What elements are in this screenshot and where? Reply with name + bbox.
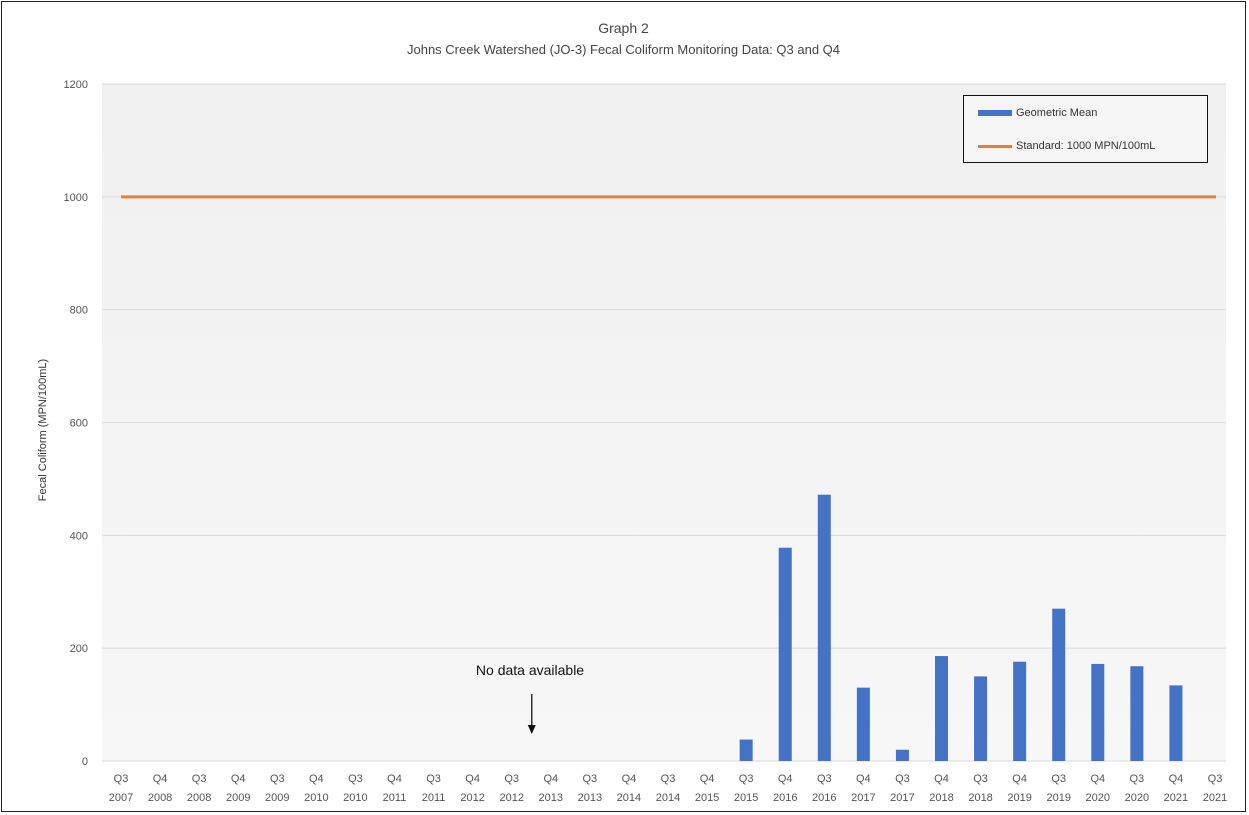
x-tick-label-year: 2021 — [1164, 792, 1188, 804]
x-tick-label-quarter: Q3 — [426, 773, 441, 785]
x-tick-label-quarter: Q3 — [1051, 773, 1066, 785]
x-tick-label-year: 2017 — [890, 792, 914, 804]
x-tick-label-year: 2014 — [656, 792, 680, 804]
bar — [1091, 663, 1105, 761]
x-tick-label-year: 2009 — [226, 792, 250, 804]
bars — [739, 494, 1183, 761]
x-tick-label-quarter: Q4 — [231, 773, 246, 785]
x-tick-label-year: 2009 — [265, 792, 289, 804]
y-axis-ticks: 0 200 400 600 800 1000 1200 — [64, 79, 88, 768]
no-data-annotation: No data available — [475, 662, 585, 678]
x-tick-label-quarter: Q3 — [1130, 773, 1145, 785]
y-tick-label: 1200 — [64, 79, 88, 91]
y-tick-label: 800 — [70, 305, 88, 317]
bar — [817, 494, 831, 761]
x-tick-label-quarter: Q4 — [153, 773, 168, 785]
x-tick-label-quarter: Q4 — [856, 773, 871, 785]
y-tick-label: 400 — [70, 530, 88, 542]
x-tick-label-year: 2016 — [773, 792, 797, 804]
x-tick-label-year: 2013 — [578, 792, 602, 804]
legend-label-geometric-mean: Geometric Mean — [1016, 107, 1098, 119]
x-tick-label-year: 2010 — [304, 792, 328, 804]
x-tick-label-year: 2015 — [695, 792, 719, 804]
y-tick-label: 200 — [70, 643, 88, 655]
x-tick-label-quarter: Q4 — [1090, 773, 1105, 785]
legend-item-standard: Standard: 1000 MPN/100mL — [978, 140, 1155, 152]
x-tick-label-year: 2011 — [383, 792, 407, 804]
annotation-arrow-head — [527, 725, 536, 734]
bar — [739, 739, 753, 761]
x-tick-label-year: 2015 — [734, 792, 758, 804]
x-tick-label-quarter: Q3 — [192, 773, 207, 785]
x-tick-label-quarter: Q4 — [309, 773, 324, 785]
y-tick-label: 0 — [82, 756, 88, 768]
x-tick-label-quarter: Q4 — [1012, 773, 1027, 785]
x-tick-label-year: 2008 — [148, 792, 172, 804]
x-tick-label-year: 2018 — [968, 792, 992, 804]
x-tick-label-quarter: Q4 — [934, 773, 949, 785]
bar — [856, 687, 870, 761]
legend-item-geometric-mean: Geometric Mean — [978, 107, 1097, 119]
x-tick-label-year: 2019 — [1046, 792, 1070, 804]
x-tick-label-year: 2014 — [617, 792, 641, 804]
bar — [935, 656, 948, 761]
x-tick-label-quarter: Q3 — [504, 773, 519, 785]
x-tick-label-year: 2010 — [343, 792, 367, 804]
x-tick-label-quarter: Q4 — [1169, 773, 1184, 785]
x-tick-label-year: 2020 — [1086, 792, 1110, 804]
x-tick-label-year: 2013 — [539, 792, 563, 804]
x-tick-label-quarter: Q3 — [583, 773, 598, 785]
bar — [1169, 685, 1183, 761]
x-tick-label-year: 2019 — [1007, 792, 1031, 804]
x-tick-label-year: 2012 — [499, 792, 523, 804]
x-tick-label-quarter: Q3 — [973, 773, 988, 785]
x-tick-label-quarter: Q4 — [387, 773, 402, 785]
y-axis-label: Fecal Coliform (MPN/100mL) — [37, 359, 49, 501]
y-tick-label: 1000 — [64, 192, 88, 204]
x-tick-label-year: 2016 — [812, 792, 836, 804]
x-tick-label-year: 2012 — [460, 792, 484, 804]
legend-swatch-bar — [978, 110, 1012, 116]
x-tick-label-quarter: Q3 — [114, 773, 129, 785]
bar — [1052, 608, 1066, 761]
bar — [778, 547, 792, 761]
legend-swatch-line — [978, 144, 1012, 148]
annotation-arrow-group — [527, 694, 536, 734]
x-tick-label-year: 2021 — [1203, 792, 1227, 804]
x-tick-label-quarter: Q4 — [622, 773, 637, 785]
x-tick-label-quarter: Q4 — [700, 773, 715, 785]
x-tick-label-quarter: Q3 — [270, 773, 285, 785]
x-tick-label-year: 2017 — [851, 792, 875, 804]
x-tick-label-quarter: Q3 — [348, 773, 363, 785]
x-tick-label-quarter: Q3 — [895, 773, 910, 785]
x-tick-label-year: 2011 — [422, 792, 446, 804]
bar — [1013, 661, 1027, 761]
x-tick-label-quarter: Q3 — [1208, 773, 1223, 785]
x-tick-label-quarter: Q4 — [465, 773, 480, 785]
x-tick-label-year: 2020 — [1125, 792, 1149, 804]
chart-subtitle: Johns Creek Watershed (JO-3) Fecal Colif… — [406, 42, 841, 57]
x-axis-ticks: Q3 2007 Q4 2008 Q3 2008 Q4 2009 Q3 2009 Q4 2010 Q3 20… — [109, 773, 1227, 804]
legend-label-standard: Standard: 1000 MPN/100mL — [1016, 140, 1156, 152]
x-tick-label-quarter: Q3 — [739, 773, 754, 785]
x-tick-label-quarter: Q3 — [817, 773, 832, 785]
legend: Geometric Mean Standard: 1000 MPN/100mL — [963, 95, 1208, 163]
x-tick-label-quarter: Q4 — [543, 773, 558, 785]
x-tick-label-quarter: Q3 — [661, 773, 676, 785]
bar — [1130, 666, 1144, 761]
y-tick-label: 600 — [70, 418, 88, 430]
x-tick-label-year: 2008 — [187, 792, 211, 804]
bar — [974, 676, 988, 761]
x-tick-label-year: 2007 — [109, 792, 133, 804]
chart-title: Graph 2 — [598, 20, 649, 36]
x-tick-label-year: 2018 — [929, 792, 953, 804]
bar — [895, 749, 909, 761]
x-tick-label-quarter: Q4 — [778, 773, 793, 785]
